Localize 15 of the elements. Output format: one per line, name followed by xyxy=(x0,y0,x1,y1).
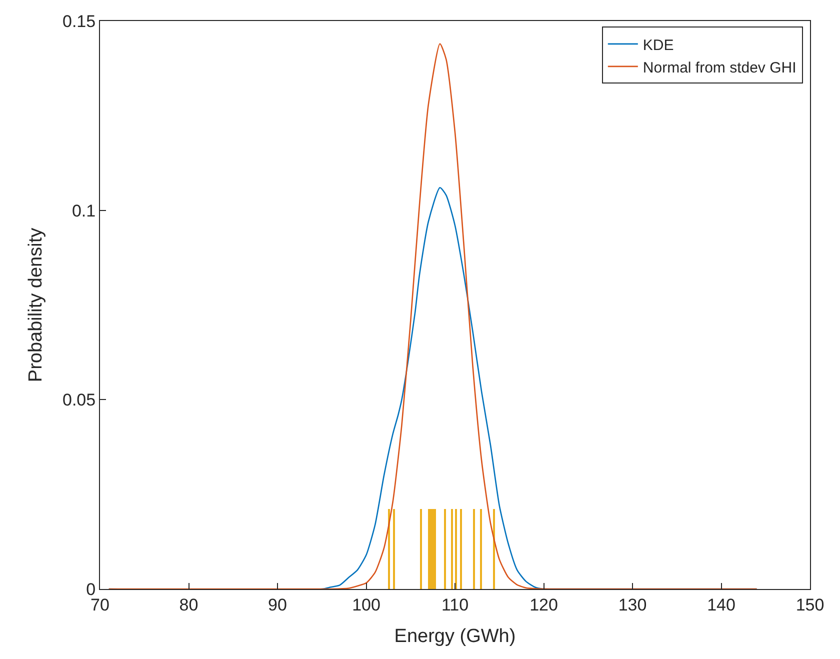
x-tick-label: 100 xyxy=(352,595,380,614)
x-tick-label: 130 xyxy=(618,595,647,614)
x-tick-label: 110 xyxy=(441,595,469,614)
y-tick-label: 0.1 xyxy=(72,201,96,220)
x-tick-label: 140 xyxy=(707,595,736,614)
x-tick-label: 120 xyxy=(530,595,558,614)
y-tick-label: 0.05 xyxy=(62,390,96,410)
y-tick-label: 0.15 xyxy=(62,12,96,31)
x-tick-label: 80 xyxy=(179,595,198,614)
legend-label: Normal from stdev GHI xyxy=(642,59,796,76)
x-tick-label: 90 xyxy=(268,595,287,614)
legend-label: KDE xyxy=(642,36,674,54)
x-tick-label: 150 xyxy=(796,595,824,614)
x-axis-title: Energy (GWh) xyxy=(394,626,516,648)
y-axis-title: Probability density xyxy=(25,227,46,382)
